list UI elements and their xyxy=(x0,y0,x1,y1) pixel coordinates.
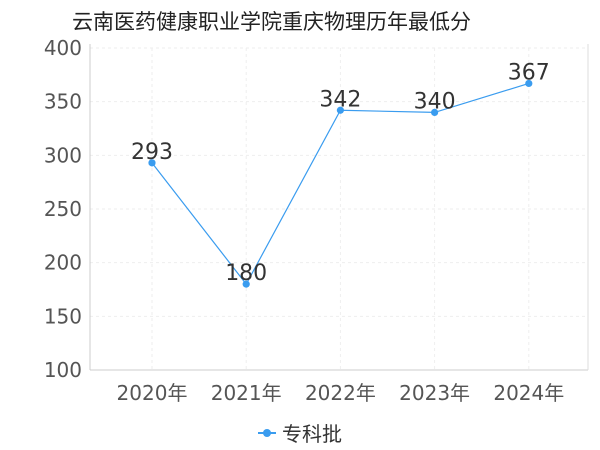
y-tick-label: 400 xyxy=(44,36,82,60)
data-label: 367 xyxy=(508,60,550,85)
y-tick-label: 250 xyxy=(44,197,82,221)
x-tick-label: 2020年 xyxy=(117,381,188,405)
data-label: 293 xyxy=(131,140,173,165)
y-tick-label: 150 xyxy=(44,304,82,328)
data-point xyxy=(525,79,533,88)
axes xyxy=(89,44,589,371)
x-tick-labels: 2020年 2021年 2022年 2023年 2024年 xyxy=(117,381,565,405)
data-point xyxy=(148,159,156,167)
y-tick-label: 350 xyxy=(44,90,82,114)
y-tick-label: 200 xyxy=(44,251,82,275)
x-tick-label: 2024年 xyxy=(493,381,564,405)
data-point xyxy=(431,108,439,116)
data-label: 342 xyxy=(319,87,361,112)
data-point xyxy=(242,280,250,288)
legend-label: 专科批 xyxy=(282,422,342,446)
chart-title: 云南医药健康职业学院重庆物理历年最低分 xyxy=(72,10,471,34)
x-tick-label: 2023年 xyxy=(399,381,470,405)
data-label: 340 xyxy=(414,89,456,114)
legend-item[interactable]: 专科批 xyxy=(258,418,342,447)
x-tick-label: 2022年 xyxy=(305,381,376,405)
data-label: 180 xyxy=(225,261,267,286)
series-layer xyxy=(148,79,533,288)
data-labels: 293 180 342 340 367 xyxy=(131,60,550,286)
legend-line-marker-icon xyxy=(258,428,276,438)
y-tick-label: 100 xyxy=(44,358,82,382)
x-tick-label: 2021年 xyxy=(211,381,282,405)
grid-lines xyxy=(90,47,588,370)
data-point xyxy=(336,106,344,114)
y-tick-labels: 100 150 200 250 300 350 400 xyxy=(44,36,82,382)
y-tick-label: 300 xyxy=(44,143,82,167)
legend: 专科批 xyxy=(0,418,600,447)
